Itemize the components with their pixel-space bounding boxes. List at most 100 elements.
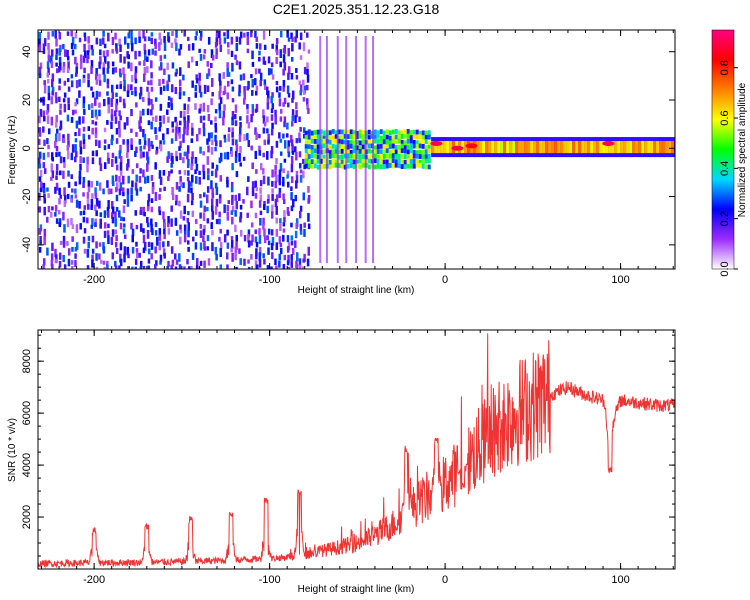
heatmap-cell — [415, 150, 419, 156]
heatmap-cell — [303, 133, 306, 139]
heatmap-cell — [119, 162, 123, 171]
heatmap-cell — [90, 198, 94, 208]
heatmap-cell — [641, 141, 645, 154]
heatmap-cell — [126, 90, 130, 98]
heatmap-cell — [150, 253, 153, 260]
heatmap-cell — [42, 126, 45, 133]
heatmap-cell — [316, 129, 320, 135]
heatmap-cell — [114, 32, 117, 40]
heatmap-cell — [210, 49, 214, 59]
heatmap-cell — [78, 37, 82, 43]
heatmap-cell — [328, 153, 332, 159]
heatmap-cell — [91, 235, 95, 243]
heatmap-cell — [219, 85, 222, 93]
heatmap-cell — [66, 218, 70, 228]
heatmap-cell — [279, 218, 282, 224]
heatmap-cell — [178, 79, 182, 87]
heatmap-cell — [170, 42, 174, 49]
heatmap-cell — [355, 130, 359, 136]
heatmap-cell — [119, 170, 123, 176]
heatmap-cell — [134, 50, 137, 60]
heatmap-cell — [385, 129, 389, 135]
heatmap-cell — [299, 90, 302, 96]
heatmap-cell — [231, 98, 235, 103]
heatmap-cell — [298, 162, 302, 169]
heatmap-cell — [424, 130, 428, 136]
heatmap-cell — [166, 84, 169, 92]
heatmap-cell — [87, 235, 91, 241]
heatmap-cell — [275, 174, 278, 183]
heatmap-cell — [290, 241, 294, 246]
heatmap-cell — [282, 48, 286, 54]
heatmap-cell — [111, 67, 115, 75]
heatmap-cell — [379, 135, 383, 141]
heatmap-cell — [147, 200, 150, 209]
heatmap-cell — [62, 66, 65, 73]
heatmap-cell — [70, 260, 74, 265]
heatmap-cell — [91, 127, 94, 135]
heatmap-cell — [62, 61, 66, 70]
heatmap-cell — [421, 159, 425, 164]
heatmap-cell — [182, 216, 186, 221]
heatmap-cell — [412, 150, 416, 155]
heatmap-cell — [167, 151, 170, 159]
heatmap-cell — [337, 149, 341, 155]
heatmap-cell — [303, 253, 306, 263]
heatmap-cell — [119, 182, 123, 191]
heatmap-cell — [147, 258, 151, 264]
heatmap-cell — [267, 240, 271, 246]
heatmap-cell — [397, 158, 401, 164]
heatmap-cell — [95, 115, 99, 120]
heatmap-cell — [334, 138, 338, 144]
heatmap-cell — [199, 223, 203, 229]
heatmap-cell — [391, 129, 395, 135]
heatmap-cell — [74, 144, 77, 153]
heatmap-cell — [202, 164, 205, 173]
heatmap-cell — [226, 62, 229, 72]
heatmap-cell — [130, 144, 133, 151]
heatmap-cell — [102, 242, 105, 251]
heatmap-cell — [51, 73, 55, 82]
heatmap-cell — [99, 56, 102, 65]
heatmap-cell — [403, 164, 407, 170]
heatmap-cell — [262, 109, 265, 119]
heatmap-cell — [298, 116, 301, 122]
heatmap-cell — [235, 144, 239, 152]
heatmap-cell — [421, 130, 425, 136]
heatmap-cell — [605, 141, 609, 154]
heatmap-cell — [343, 129, 347, 135]
heatmap-cell — [287, 151, 291, 158]
heatmap-cell — [421, 149, 425, 155]
heatmap-cell — [424, 145, 428, 151]
heatmap-cell — [75, 98, 79, 105]
heatmap-cell — [123, 122, 127, 130]
heatmap-cell — [103, 230, 107, 238]
heatmap-cell — [159, 62, 163, 71]
heatmap-cell — [143, 241, 147, 251]
heatmap-cell — [171, 121, 174, 128]
heatmap-cell — [183, 234, 187, 243]
heatmap-cell — [150, 109, 153, 116]
heatmap-cell — [307, 129, 311, 135]
heatmap-cell — [174, 132, 178, 141]
heatmap-cell — [167, 102, 170, 108]
heatmap-cell — [239, 204, 243, 210]
heatmap-cell — [282, 102, 285, 107]
heatmap-cell — [302, 158, 305, 164]
heatmap-cell — [118, 120, 121, 130]
heatmap-cell — [95, 266, 99, 269]
heatmap-cell — [211, 192, 215, 199]
heatmap-cell — [283, 140, 287, 149]
heatmap-cell — [391, 139, 395, 144]
heatmap-cell — [114, 242, 118, 248]
heatmap-cell — [50, 79, 54, 88]
heatmap-cell — [74, 72, 78, 77]
heatmap-cell — [183, 224, 187, 232]
heatmap-cell — [418, 143, 422, 149]
heatmap-cell — [282, 86, 285, 92]
heatmap-cell — [47, 42, 50, 50]
heatmap-cell — [287, 37, 291, 42]
heatmap-cell — [206, 206, 209, 212]
heatmap-cell — [166, 265, 169, 269]
heatmap-cell — [418, 149, 422, 155]
